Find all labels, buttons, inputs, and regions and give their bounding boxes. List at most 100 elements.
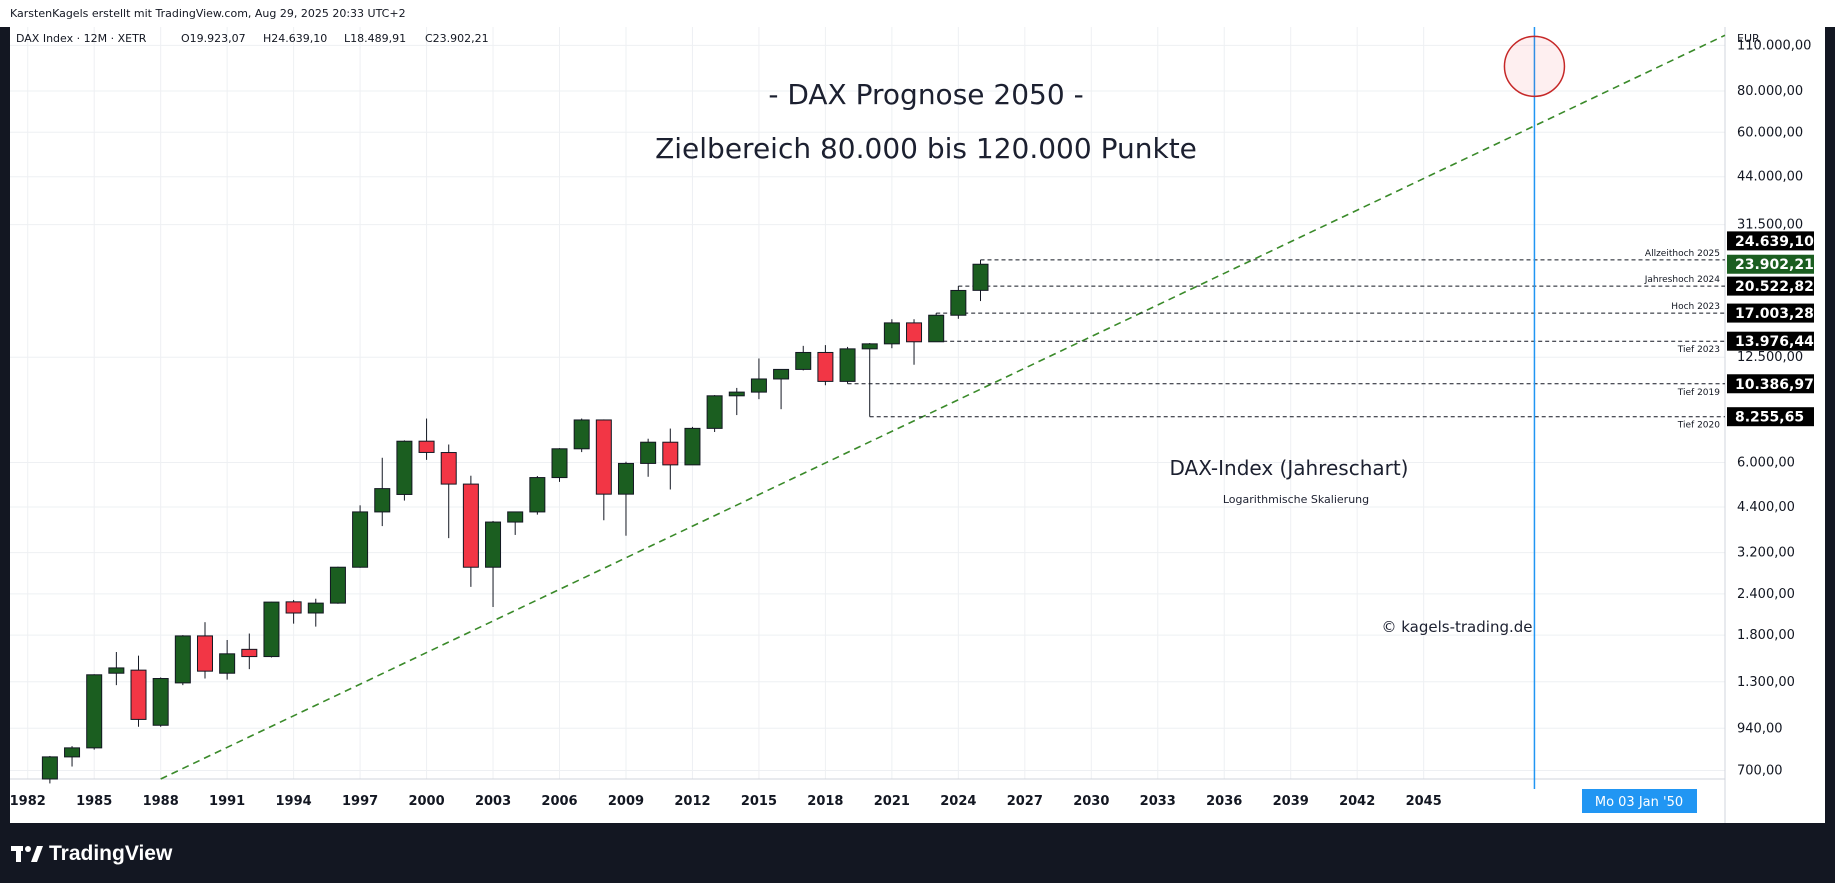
chart-caption: DAX-Index (Jahreschart) — [1169, 456, 1408, 480]
candle-body — [640, 441, 657, 464]
price-level-badge: 17.003,28 — [1735, 306, 1814, 322]
candle-body — [551, 448, 568, 479]
trendline-layer — [160, 34, 1726, 780]
grid: 700,00 940,00 1.300,00 1.800,00 2.400,00 3.20… — [10, 27, 1811, 823]
price-level-badge: 10.386,97 — [1735, 377, 1814, 393]
candle-body — [817, 351, 834, 382]
y-tick-label: 2.400,00 — [1737, 587, 1795, 602]
trendline-dashed — [160, 34, 1726, 780]
candle-body — [108, 667, 125, 674]
x-tick-label: 2000 — [408, 794, 444, 809]
candle-body — [573, 419, 590, 450]
dax-chart[interactable]: 700,00 940,00 1.300,00 1.800,00 2.400,00 3.20… — [10, 27, 1825, 823]
y-tick-label: 1.300,00 — [1737, 675, 1795, 690]
candle-body — [485, 521, 502, 568]
x-tick-label: 1988 — [143, 794, 179, 809]
candle-body — [662, 441, 679, 466]
candle-body — [728, 391, 745, 397]
price-level-badge-bg — [1727, 331, 1814, 351]
legend-low: L18.489,91 — [344, 32, 406, 45]
candle-body — [285, 601, 302, 614]
candle-body — [219, 653, 236, 674]
candle-body — [440, 452, 457, 485]
candle-body — [418, 440, 435, 453]
target-circle — [1503, 35, 1566, 98]
price-level-badge: 20.522,82 — [1735, 279, 1814, 295]
legend-high: H24.639,10 — [263, 32, 327, 45]
currency-label: EUR — [1737, 32, 1760, 45]
x-tick-label: 2003 — [475, 794, 511, 809]
candle-body — [174, 635, 191, 684]
candle-body — [595, 419, 612, 495]
candle-body — [972, 263, 989, 291]
price-level-badge-bg — [1727, 276, 1814, 296]
chart-subtitle: Zielbereich 80.000 bis 120.000 Punkte — [655, 132, 1197, 165]
x-tick-label: 1982 — [10, 794, 46, 809]
tradingview-logo-icon — [11, 846, 43, 862]
y-tick-label: 12.500,00 — [1737, 350, 1803, 365]
price-level-badge-bg — [1727, 374, 1814, 394]
legend-close: C23.902,21 — [425, 32, 489, 45]
chart-area[interactable]: 700,00 940,00 1.300,00 1.800,00 2.400,00 3.20… — [10, 27, 1825, 823]
copyright-note: © kagels-trading.de — [1381, 618, 1532, 636]
x-tick-label: 2036 — [1206, 794, 1242, 809]
price-level-label: Hoch 2023 — [1671, 302, 1720, 312]
candle-body — [839, 348, 856, 382]
candle-body — [241, 648, 258, 658]
x-tick-label: 2039 — [1273, 794, 1309, 809]
x-tick-label: 1991 — [209, 794, 245, 809]
x-tick-label: 2027 — [1007, 794, 1043, 809]
y-tick-label: 6.000,00 — [1737, 455, 1795, 470]
candle-body — [861, 343, 878, 350]
x-tick-label: 1997 — [342, 794, 378, 809]
candle-body — [928, 314, 945, 343]
candle-body — [507, 511, 524, 523]
crosshair-date: Mo 03 Jan '50 — [1595, 795, 1683, 810]
candle-body — [86, 674, 103, 749]
x-tick-label: 1994 — [276, 794, 312, 809]
y-tick-label: 700,00 — [1737, 764, 1783, 779]
x-tick-label: 2033 — [1140, 794, 1176, 809]
candle-body — [950, 289, 967, 316]
price-level-label: Tief 2023 — [1677, 345, 1720, 355]
tradingview-logo[interactable]: TradingView — [11, 839, 172, 869]
candle-body — [529, 477, 546, 513]
y-tick-label: 1.800,00 — [1737, 628, 1795, 643]
x-tick-label: 2042 — [1339, 794, 1375, 809]
candle-body — [773, 368, 790, 380]
x-tick-label: 2006 — [541, 794, 577, 809]
chart-title: - DAX Prognose 2050 - — [768, 78, 1083, 111]
price-level-badge: 13.976,44 — [1735, 334, 1814, 350]
candle-body — [263, 601, 280, 658]
candle-body — [196, 635, 213, 672]
candle-body — [352, 511, 369, 568]
y-tick-label: 60.000,00 — [1737, 125, 1803, 140]
y-tick-label: 4.400,00 — [1737, 500, 1795, 515]
candle-body — [883, 322, 900, 345]
price-level-label: Tief 2019 — [1677, 388, 1720, 398]
y-tick-label: 110.000,00 — [1737, 38, 1811, 53]
price-levels: Allzeithoch 2025 Jahreshoch 2024 Hoch 2023… — [847, 249, 1725, 431]
price-level-label: Jahreshoch 2024 — [1644, 275, 1721, 285]
candle-body — [617, 462, 634, 495]
price-level-badge-bg — [1727, 231, 1814, 251]
x-tick-label: 2018 — [807, 794, 843, 809]
candle-body — [462, 483, 479, 568]
candles — [41, 259, 989, 784]
y-tick-label: 940,00 — [1737, 721, 1783, 736]
crosshair-date-label: Mo 03 Jan '50 — [1582, 789, 1697, 813]
chart-attribution: KarstenKagels erstellt mit TradingView.c… — [0, 0, 1835, 27]
candle-body — [706, 395, 723, 429]
y-tick-label: 3.200,00 — [1737, 546, 1795, 561]
candle-body — [906, 322, 923, 343]
price-level-label: Tief 2020 — [1677, 421, 1720, 431]
overlays: 24.639,10 20.522,82 17.003,28 13.976,44 10.3… — [1503, 27, 1814, 789]
x-tick-label: 2021 — [874, 794, 910, 809]
y-tick-label: 44.000,00 — [1737, 170, 1803, 185]
candle-body — [307, 602, 324, 614]
x-tick-label: 2012 — [674, 794, 710, 809]
footer: TradingView — [0, 823, 1835, 883]
price-level-badge-bg — [1727, 407, 1814, 427]
candle-body — [329, 566, 346, 604]
legend-open: O19.923,07 — [181, 32, 246, 45]
